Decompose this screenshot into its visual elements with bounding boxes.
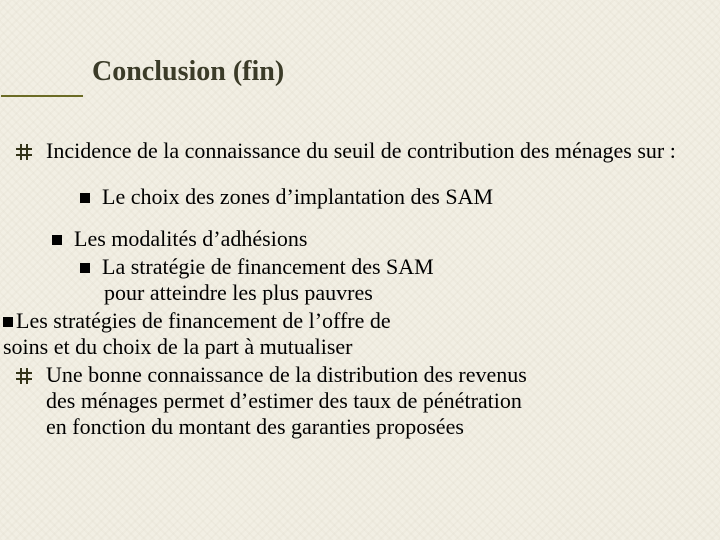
slide-title: Conclusion (fin) bbox=[92, 56, 284, 88]
hash-icon bbox=[16, 368, 32, 384]
bullet-sub-1: Le choix des zones d’implantation des SA… bbox=[0, 184, 700, 210]
bullet-sub-2-text: Les modalités d’adhésions bbox=[74, 226, 307, 252]
bullet-sub-1-text: Le choix des zones d’implantation des SA… bbox=[102, 184, 493, 210]
square-bullet-icon bbox=[3, 317, 13, 327]
square-bullet-icon bbox=[52, 235, 62, 245]
bullet-sub-3-text: La stratégie de financement des SAM bbox=[102, 254, 434, 280]
slide: Conclusion (fin) Incidence de la connais… bbox=[0, 0, 720, 540]
hash-icon bbox=[16, 144, 32, 160]
bullet-main-1-text: Incidence de la connaissance du seuil de… bbox=[46, 138, 676, 164]
slide-content: Incidence de la connaissance du seuil de… bbox=[0, 138, 700, 440]
bullet-main-2: Une bonne connaissance de la distributio… bbox=[0, 362, 700, 388]
bullet-sub-4-text: Les stratégies de financement de l’offre… bbox=[16, 308, 391, 334]
accent-line bbox=[1, 95, 83, 97]
square-bullet-icon bbox=[80, 263, 90, 273]
bullet-sub-3: La stratégie de financement des SAM bbox=[0, 254, 700, 280]
bullet-main-2-line2: des ménages permet d’estimer des taux de… bbox=[46, 388, 700, 414]
bullet-sub-4-continuation: soins et du choix de la part à mutualise… bbox=[3, 334, 700, 360]
bullet-main-1: Incidence de la connaissance du seuil de… bbox=[0, 138, 700, 164]
square-bullet-icon bbox=[80, 193, 90, 203]
bullet-sub-2: Les modalités d’adhésions bbox=[0, 226, 700, 252]
bullet-sub-4: Les stratégies de financement de l’offre… bbox=[0, 308, 700, 334]
bullet-main-2-line1: Une bonne connaissance de la distributio… bbox=[46, 362, 527, 388]
bullet-sub-3-continuation: pour atteindre les plus pauvres bbox=[104, 280, 700, 306]
bullet-main-2-line3: en fonction du montant des garanties pro… bbox=[46, 414, 700, 440]
